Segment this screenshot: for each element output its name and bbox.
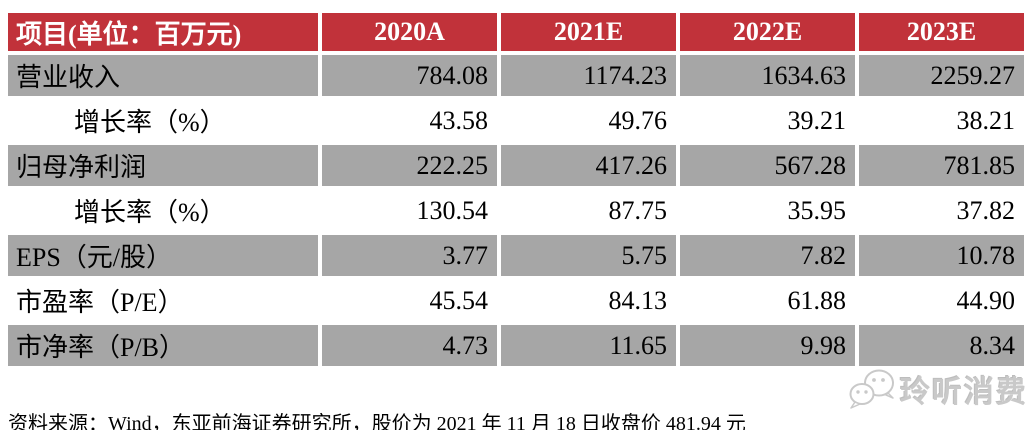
row-label: 归母净利润 bbox=[8, 145, 318, 186]
row-label: EPS（元/股） bbox=[8, 235, 318, 276]
row-label: 市净率（P/B） bbox=[8, 325, 318, 366]
row-label: 增长率（%） bbox=[8, 190, 318, 231]
cell-value: 9.98 bbox=[680, 325, 855, 366]
watermark: 玲听消费 bbox=[848, 367, 1028, 411]
cell-value: 44.90 bbox=[859, 280, 1024, 321]
table-row-pe: 市盈率（P/E） 45.54 84.13 61.88 44.90 bbox=[8, 280, 1024, 321]
table-row-revenue-growth: 增长率（%） 43.58 49.76 39.21 38.21 bbox=[8, 100, 1024, 141]
row-label: 市盈率（P/E） bbox=[8, 280, 318, 321]
table-row-net-profit: 归母净利润 222.25 417.26 567.28 781.85 bbox=[8, 145, 1024, 186]
cell-value: 11.65 bbox=[501, 325, 676, 366]
cell-value: 43.58 bbox=[322, 100, 497, 141]
header-col-2021e: 2021E bbox=[501, 13, 676, 51]
cell-value: 61.88 bbox=[680, 280, 855, 321]
cell-value: 781.85 bbox=[859, 145, 1024, 186]
row-label: 增长率（%） bbox=[8, 100, 318, 141]
cell-value: 39.21 bbox=[680, 100, 855, 141]
cell-value: 10.78 bbox=[859, 235, 1024, 276]
report-table-page: 项目(单位：百万元) 2020A 2021E 2022E 2023E 营业收入 … bbox=[0, 9, 1032, 430]
table-row-pb: 市净率（P/B） 4.73 11.65 9.98 8.34 bbox=[8, 325, 1024, 366]
header-col-2020a: 2020A bbox=[322, 13, 497, 51]
header-item-unit-label: 项目(单位：百万元) bbox=[8, 13, 318, 51]
watermark-text: 玲听消费 bbox=[900, 376, 1028, 409]
cell-value: 3.77 bbox=[322, 235, 497, 276]
cell-value: 130.54 bbox=[322, 190, 497, 231]
table-row-eps: EPS（元/股） 3.77 5.75 7.82 10.78 bbox=[8, 235, 1024, 276]
cell-value: 784.08 bbox=[322, 55, 497, 96]
header-col-2023e: 2023E bbox=[859, 13, 1024, 51]
cell-value: 1634.63 bbox=[680, 55, 855, 96]
cell-value: 8.34 bbox=[859, 325, 1024, 366]
header-col-2022e: 2022E bbox=[680, 13, 855, 51]
cell-value: 35.95 bbox=[680, 190, 855, 231]
wechat-icon bbox=[848, 368, 896, 410]
cell-value: 7.82 bbox=[680, 235, 855, 276]
row-label: 营业收入 bbox=[8, 55, 318, 96]
cell-value: 87.75 bbox=[501, 190, 676, 231]
financial-forecast-table: 项目(单位：百万元) 2020A 2021E 2022E 2023E 营业收入 … bbox=[4, 9, 1028, 370]
cell-value: 222.25 bbox=[322, 145, 497, 186]
cell-value: 567.28 bbox=[680, 145, 855, 186]
cell-value: 1174.23 bbox=[501, 55, 676, 96]
table-header-row: 项目(单位：百万元) 2020A 2021E 2022E 2023E bbox=[8, 13, 1024, 51]
source-note: 资料来源：Wind，东亚前海证券研究所，股价为 2021 年 11 月 18 日… bbox=[8, 413, 746, 430]
table-body: 营业收入 784.08 1174.23 1634.63 2259.27 增长率（… bbox=[8, 55, 1024, 366]
cell-value: 4.73 bbox=[322, 325, 497, 366]
cell-value: 38.21 bbox=[859, 100, 1024, 141]
cell-value: 49.76 bbox=[501, 100, 676, 141]
cell-value: 84.13 bbox=[501, 280, 676, 321]
cell-value: 417.26 bbox=[501, 145, 676, 186]
cell-value: 2259.27 bbox=[859, 55, 1024, 96]
table-row-profit-growth: 增长率（%） 130.54 87.75 35.95 37.82 bbox=[8, 190, 1024, 231]
cell-value: 37.82 bbox=[859, 190, 1024, 231]
table-row-revenue: 营业收入 784.08 1174.23 1634.63 2259.27 bbox=[8, 55, 1024, 96]
cell-value: 45.54 bbox=[322, 280, 497, 321]
cell-value: 5.75 bbox=[501, 235, 676, 276]
